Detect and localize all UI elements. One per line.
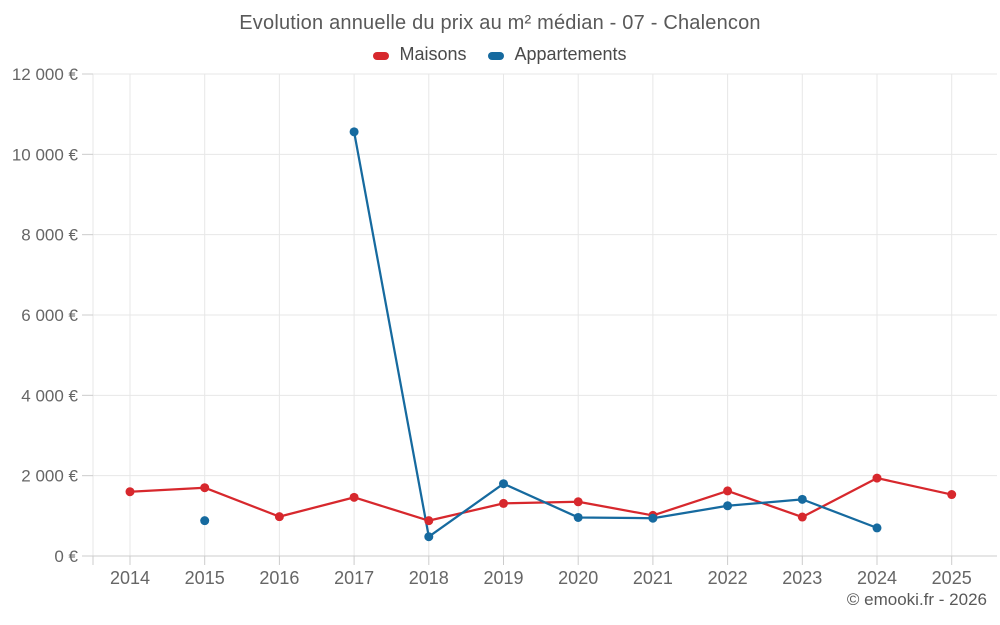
series-line-maisons — [128, 476, 953, 522]
data-point-maisons-2016[interactable] — [274, 512, 284, 522]
x-tick-label: 2016 — [259, 568, 299, 588]
y-tick-label: 10 000 € — [12, 145, 79, 164]
chart-title: Evolution annuelle du prix au m² médian … — [239, 12, 761, 34]
data-point-maisons-2024[interactable] — [872, 473, 882, 483]
x-tick-label: 2021 — [633, 568, 673, 588]
data-point-appartements-2024[interactable] — [872, 523, 882, 533]
data-point-appartements-2019[interactable] — [499, 479, 508, 489]
x-tick-label: 2015 — [185, 568, 225, 588]
legend-swatch-appartements-icon — [488, 51, 505, 60]
x-tick-label: 2014 — [110, 568, 150, 588]
data-point-appartements-2021[interactable] — [648, 513, 658, 523]
x-tick-label: 2020 — [558, 568, 598, 588]
legend-swatch-maisons-icon — [373, 51, 390, 60]
data-point-maisons-2019[interactable] — [499, 498, 508, 508]
y-tick-label: 8 000 € — [21, 226, 78, 245]
legend-item-maisons[interactable]: Maisons — [373, 44, 466, 65]
x-tick-label: 2024 — [857, 568, 897, 588]
data-point-appartements-2018[interactable] — [424, 532, 434, 542]
data-point-maisons-2017[interactable] — [349, 492, 359, 502]
data-point-maisons-2015[interactable] — [200, 483, 210, 493]
x-tick-label: 2018 — [409, 568, 449, 588]
x-tick-label: 2025 — [932, 568, 972, 588]
data-point-maisons-2023[interactable] — [797, 512, 807, 522]
copyright-credit: © emooki.fr - 2026 — [846, 590, 987, 609]
data-point-appartements-2017[interactable] — [349, 127, 359, 137]
x-tick-label: 2022 — [708, 568, 748, 588]
series-line-appartements — [352, 130, 879, 538]
data-point-maisons-2014[interactable] — [125, 487, 135, 497]
x-tick-label: 2023 — [782, 568, 822, 588]
legend-label-appartements: Appartements — [514, 44, 627, 64]
y-tick-label: 0 € — [54, 547, 78, 566]
x-tick-label: 2017 — [334, 568, 374, 588]
data-point-appartements-2022[interactable] — [723, 501, 733, 511]
y-tick-label: 12 000 € — [12, 65, 79, 84]
legend-label-maisons: Maisons — [399, 44, 467, 64]
data-point-maisons-2025[interactable] — [947, 490, 957, 500]
y-tick-label: 6 000 € — [21, 306, 78, 325]
data-point-maisons-2020[interactable] — [573, 497, 583, 507]
data-point-appartements-2023[interactable] — [797, 494, 807, 504]
x-tick-label: 2019 — [483, 568, 523, 588]
legend: Maisons Appartements — [0, 44, 1000, 65]
data-point-appartements-2020[interactable] — [573, 512, 583, 522]
data-point-maisons-2018[interactable] — [424, 516, 434, 526]
y-tick-label: 4 000 € — [21, 386, 78, 405]
y-tick-label: 2 000 € — [21, 467, 78, 486]
data-point-maisons-2022[interactable] — [723, 486, 733, 496]
legend-item-appartements[interactable]: Appartements — [488, 44, 627, 65]
data-point-appartements-2015[interactable] — [200, 516, 210, 526]
